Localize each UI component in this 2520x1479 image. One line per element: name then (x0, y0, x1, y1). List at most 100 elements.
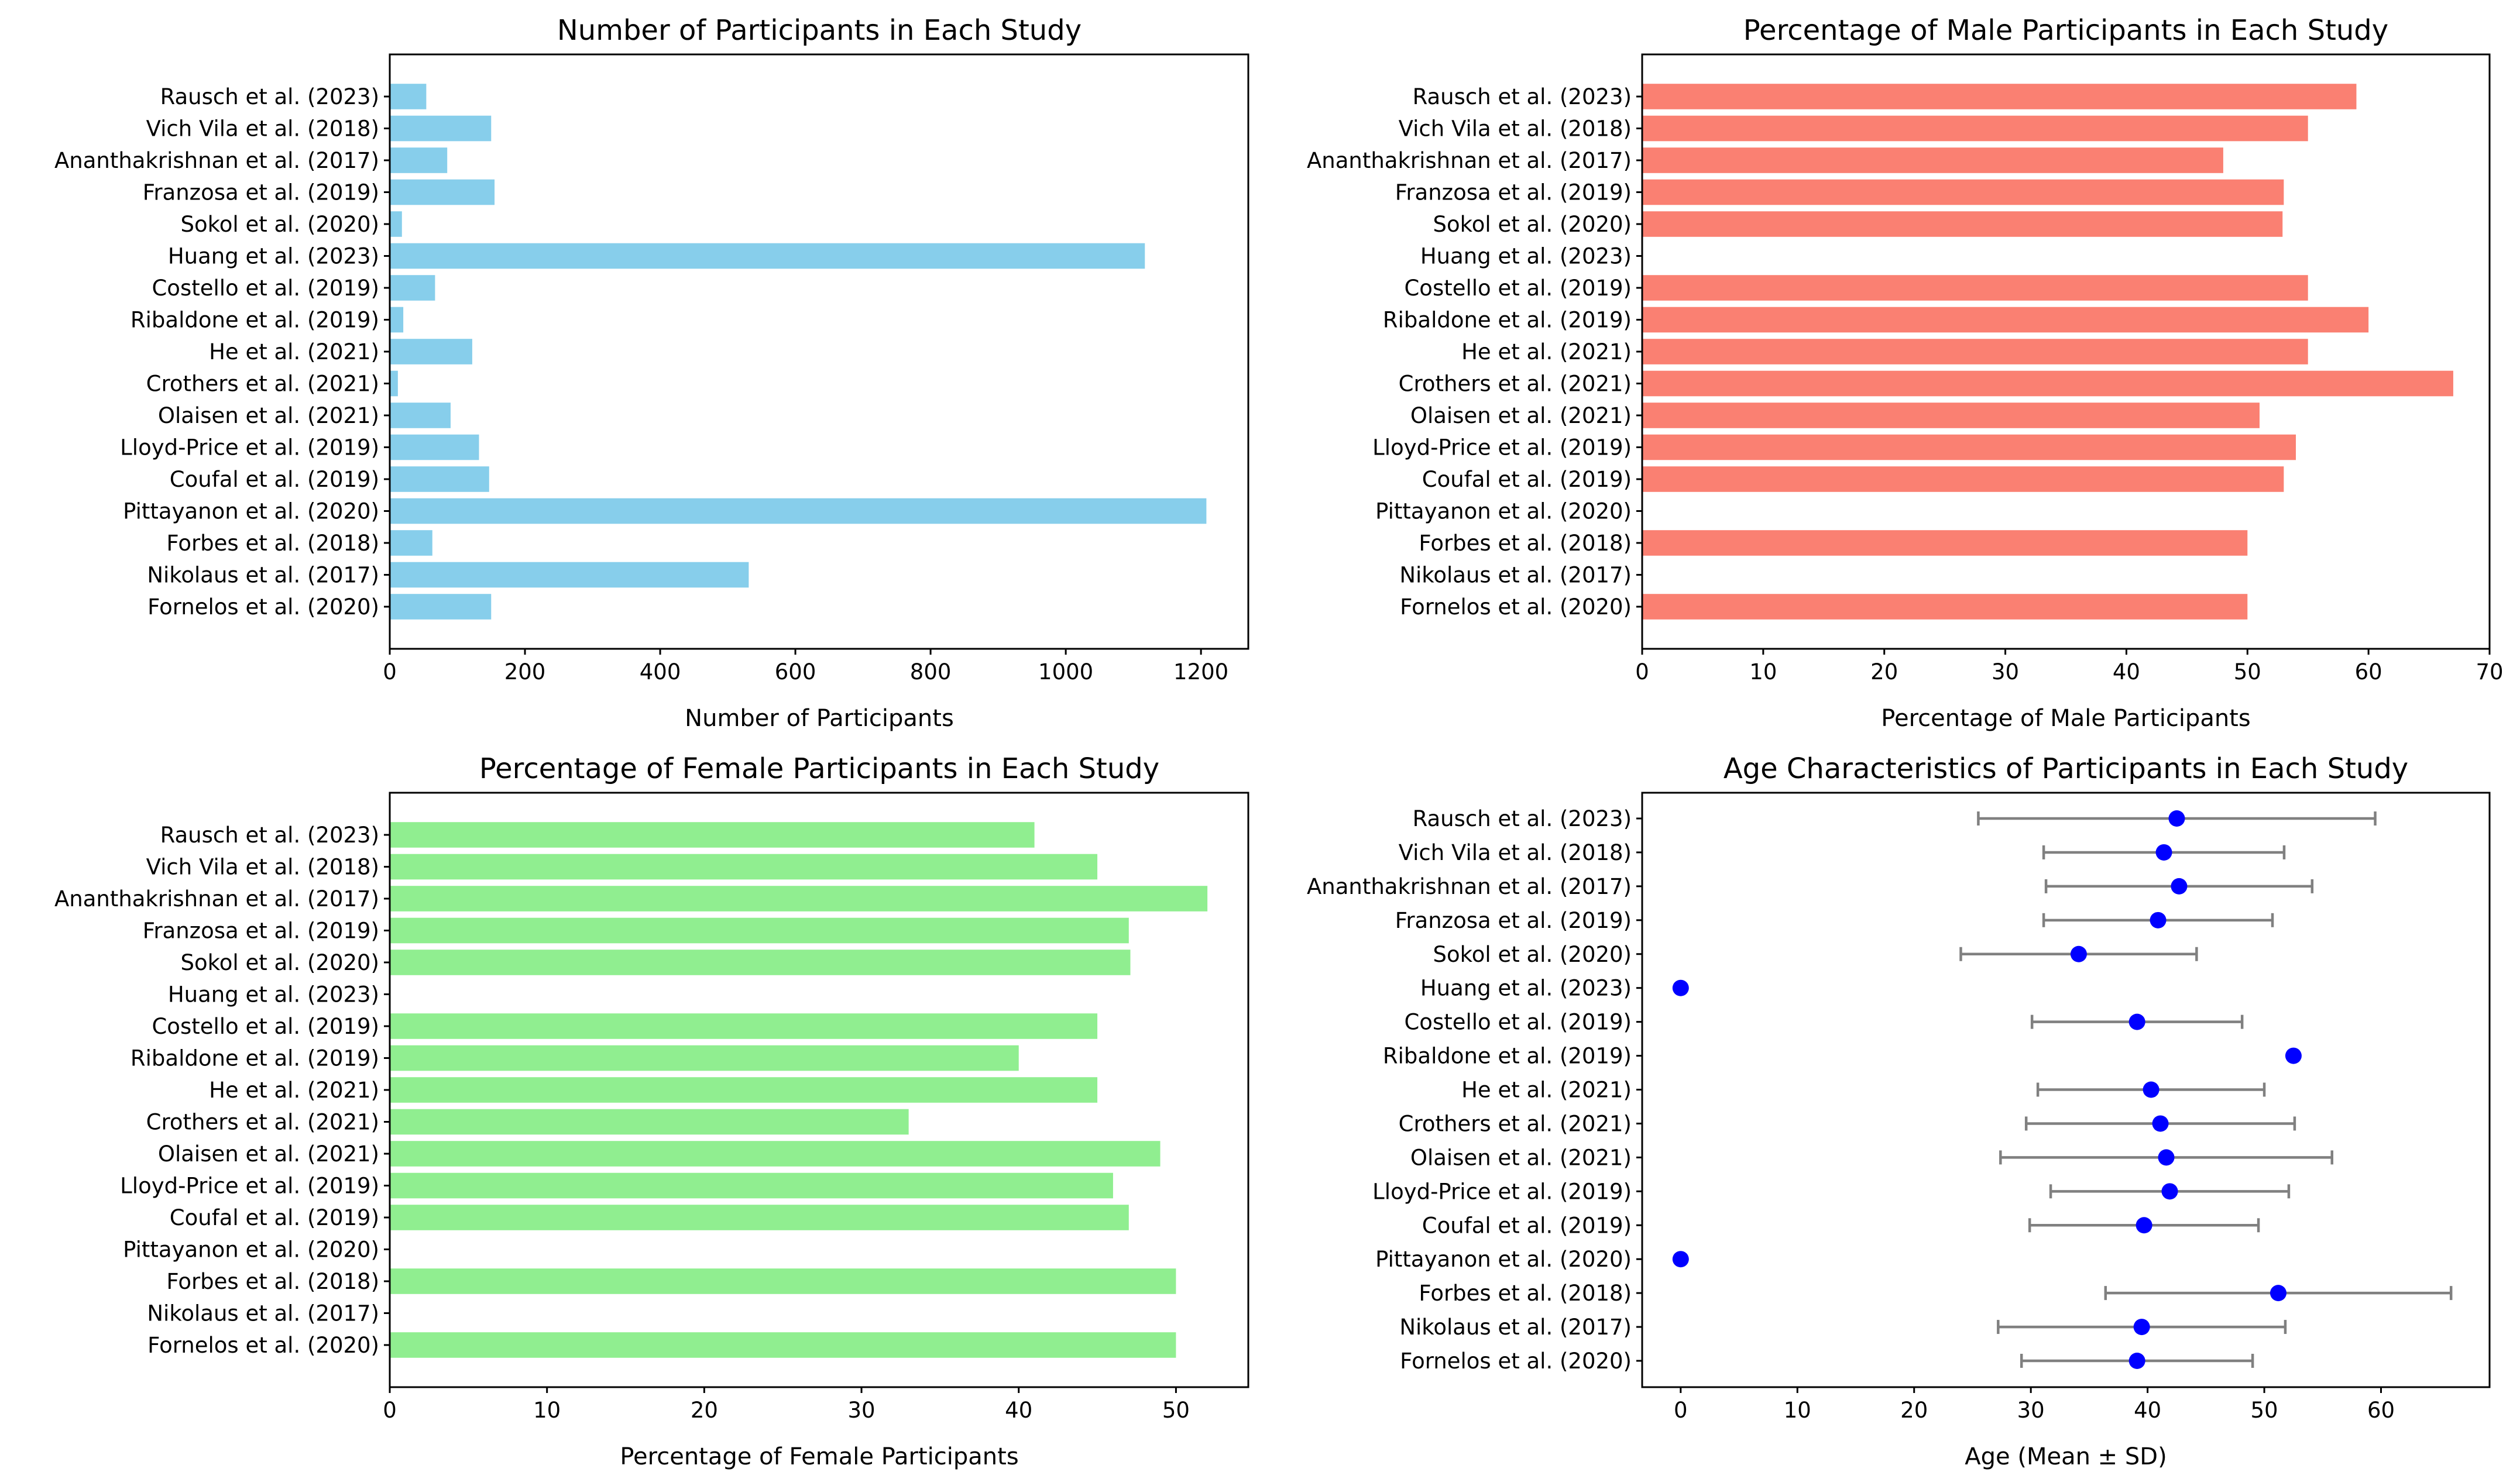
chart-participants: Number of Participants in Each Study Rau… (54, 14, 1249, 732)
y-tick-label: Sokol et al. (2020) (1433, 212, 1632, 237)
y-tick-label: Huang et al. (2023) (168, 244, 379, 269)
y-tick-label: Forbes et al. (2018) (1419, 1281, 1632, 1306)
chart-female-percentage: Percentage of Female Participants in Eac… (54, 752, 1249, 1470)
chart-male-percentage: Percentage of Male Participants in Each … (1307, 14, 2504, 732)
y-tick-label: Ribaldone et al. (2019) (131, 1046, 379, 1071)
x-axis-label: Percentage of Female Participants (620, 1443, 1018, 1470)
y-tick-label: Olaisen et al. (2021) (1410, 1145, 1632, 1170)
y-tick-label: Pittayanon et al. (2020) (1375, 1247, 1632, 1272)
plot-frame (1641, 792, 2491, 1388)
y-tick-label: Crothers et al. (2021) (146, 372, 379, 397)
x-tick-label: 20 (1870, 659, 1898, 685)
plot-frame (389, 792, 1249, 1388)
y-tick-label: Fornelos et al. (2020) (1400, 594, 1632, 620)
x-tick-label: 20 (1900, 1398, 1928, 1423)
y-tick-labels: Rausch et al. (2023) Vich Vila et al. (20… (1307, 806, 1642, 1374)
y-tick-label: Lloyd-Price et al. (2019) (1372, 435, 1632, 460)
y-tick-label: Rausch et al. (2023) (160, 84, 379, 109)
bar (390, 562, 749, 588)
x-tick-label: 10 (1784, 1398, 1811, 1423)
data-point (1672, 979, 1689, 996)
bar (1642, 370, 2453, 397)
data-point (2158, 1149, 2175, 1166)
y-tick-label: Crothers et al. (2021) (146, 1110, 379, 1135)
y-tick-label: He et al. (2021) (209, 339, 379, 364)
y-tick-label: Nikolaus et al. (2017) (147, 563, 379, 588)
y-tick-label: Vich Vila et al. (2018) (1399, 116, 1632, 142)
x-axis-label: Age (Mean ± SD) (1965, 1443, 2167, 1470)
data-point (2143, 1081, 2159, 1098)
bar (390, 1172, 1113, 1199)
chart-age: Age Characteristics of Participants in E… (1307, 752, 2491, 1470)
data-point (2128, 1013, 2145, 1030)
x-tick-label: 600 (775, 659, 816, 685)
bar (390, 84, 427, 109)
y-tick-label: Olaisen et al. (2021) (158, 1141, 379, 1167)
x-tick-label: 10 (533, 1398, 561, 1423)
bar (390, 1013, 1098, 1039)
bar (390, 950, 1131, 975)
bar (390, 147, 448, 173)
x-axis-ticks: 0 10 20 30 40 50 60 70 (1635, 649, 2504, 685)
x-tick-label: 400 (640, 659, 681, 685)
data-point (2150, 912, 2167, 928)
x-tick-label: 0 (1635, 659, 1649, 685)
data-point (2136, 1217, 2152, 1234)
y-tick-label: Pittayanon et al. (2020) (123, 499, 379, 524)
bar (1642, 211, 2283, 237)
bar (390, 115, 492, 142)
bar (390, 886, 1208, 912)
x-tick-label: 50 (1162, 1398, 1190, 1423)
y-tick-label: Fornelos et al. (2020) (147, 594, 379, 620)
data-point (2161, 1183, 2178, 1200)
y-tick-label: Coufal et al. (2019) (170, 467, 379, 492)
y-tick-label: Ribaldone et al. (2019) (131, 308, 379, 333)
y-tick-label: Crothers et al. (2021) (1399, 1111, 1632, 1136)
bar (1642, 466, 2284, 492)
chart-title: Age Characteristics of Participants in E… (1724, 752, 2408, 785)
y-tick-label: Sokol et al. (2020) (1433, 942, 1632, 967)
y-tick-label: He et al. (2021) (209, 1078, 379, 1103)
y-tick-label: Pittayanon et al. (2020) (123, 1237, 379, 1263)
y-tick-label: Lloyd-Price et al. (2019) (1372, 1179, 1632, 1204)
data-point (2155, 844, 2172, 861)
data-point (2171, 878, 2188, 895)
y-tick-label: Vich Vila et al. (2018) (146, 116, 379, 142)
y-tick-label: Fornelos et al. (2020) (147, 1333, 379, 1358)
bar (390, 1045, 1019, 1071)
y-tick-label: Lloyd-Price et al. (2019) (120, 435, 379, 460)
y-tick-label: Lloyd-Price et al. (2019) (120, 1174, 379, 1199)
bar (1642, 339, 2308, 364)
bar (390, 179, 495, 205)
bar (390, 1332, 1176, 1358)
data-point (2270, 1285, 2286, 1302)
y-tick-label: Ribaldone et al. (2019) (1383, 1044, 1632, 1069)
y-tick-label: Costello et al. (2019) (1404, 1010, 1632, 1035)
x-tick-label: 1200 (1173, 659, 1228, 685)
y-tick-labels: Rausch et al. (2023) Vich Vila et al. (20… (54, 84, 390, 620)
y-tick-label: Rausch et al. (2023) (1413, 806, 1632, 831)
bar-group (390, 84, 1207, 620)
y-tick-label: Coufal et al. (2019) (1422, 467, 1632, 492)
x-axis-label: Percentage of Male Participants (1881, 705, 2250, 732)
chart-title: Percentage of Female Participants in Eac… (479, 752, 1159, 785)
x-tick-label: 0 (383, 659, 397, 685)
y-tick-label: Forbes et al. (2018) (1419, 531, 1632, 556)
x-tick-label: 1000 (1038, 659, 1093, 685)
plot-frame (1641, 53, 2491, 650)
x-tick-label: 0 (1674, 1398, 1688, 1423)
x-axis-label: Number of Participants (685, 705, 954, 732)
y-tick-label: Olaisen et al. (2021) (158, 403, 379, 428)
y-tick-label: Huang et al. (2023) (168, 982, 379, 1007)
x-tick-label: 200 (504, 659, 546, 685)
y-tick-label: Olaisen et al. (2021) (1410, 403, 1632, 428)
y-tick-label: Ananthakrishnan et al. (2017) (54, 148, 379, 173)
bar (390, 243, 1145, 269)
y-tick-labels: Rausch et al. (2023) Vich Vila et al. (20… (54, 823, 390, 1358)
y-tick-label: Sokol et al. (2020) (181, 212, 379, 237)
x-tick-label: 20 (691, 1398, 718, 1423)
bar (1642, 147, 2223, 173)
x-axis-ticks: 0 10 20 30 40 50 (383, 1387, 1190, 1423)
y-tick-label: Ribaldone et al. (2019) (1383, 308, 1632, 333)
